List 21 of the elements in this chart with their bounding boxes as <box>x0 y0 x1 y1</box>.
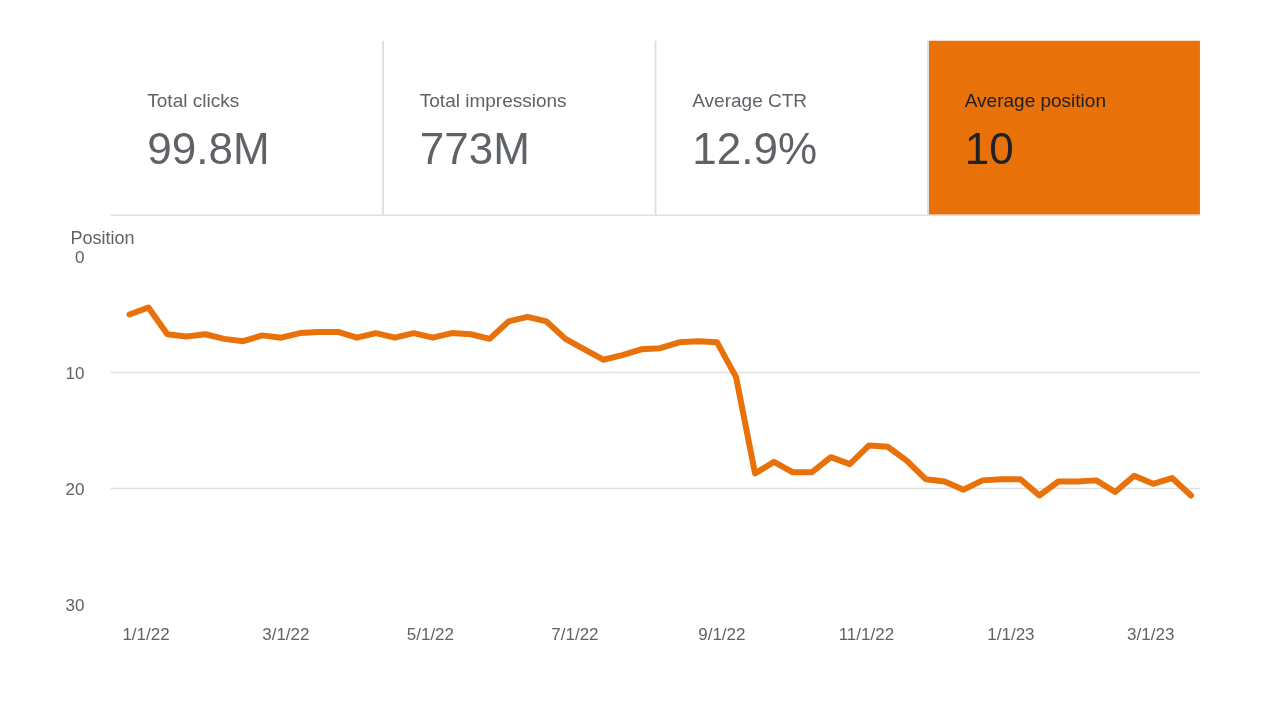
y-tick-label: 0 <box>75 247 85 267</box>
text: 12.9% <box>692 124 818 174</box>
y-tick-label: 30 <box>65 595 85 615</box>
x-tick-label: 1/1/23 <box>987 624 1035 644</box>
category-label: Average CTR <box>692 89 808 111</box>
x-tick-label: 3/1/22 <box>262 624 310 644</box>
x-tick-label: 7/1/22 <box>551 624 599 644</box>
x-tick-label: 11/1/22 <box>838 624 895 644</box>
x-tick-label: 5/1/22 <box>406 624 455 644</box>
y-tick-label: 10 <box>65 363 85 383</box>
category-label: Total clicks <box>147 89 240 111</box>
x-tick-label: 9/1/22 <box>698 624 746 644</box>
text: 773M <box>419 124 530 174</box>
y-tick-label: 20 <box>65 479 85 499</box>
x-tick-label: 1/1/22 <box>122 624 170 644</box>
x-tick-label: 3/1/23 <box>1127 624 1175 644</box>
category-label: Total impressions <box>419 89 567 111</box>
category-label: Average position <box>964 89 1106 111</box>
text: 99.8M <box>147 124 270 174</box>
y-axis-title: Position <box>70 227 135 248</box>
text: 10 <box>964 124 1014 174</box>
